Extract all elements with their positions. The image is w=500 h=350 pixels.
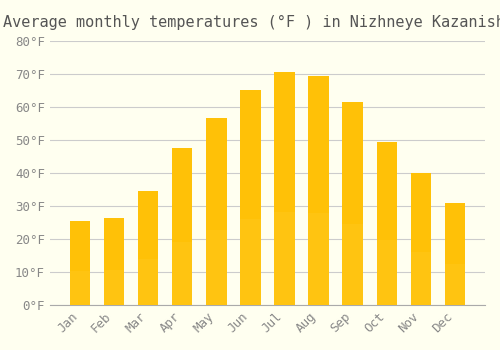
Bar (206, 119, 227, 305)
Title: Average monthly temperatures (°F ) in Nizhneye Kazanishche: Average monthly temperatures (°F ) in Ni… (3, 15, 500, 30)
Bar (104, 218, 124, 305)
Bar (206, 230, 227, 305)
Bar (308, 76, 329, 305)
Bar (104, 270, 124, 305)
Bar (445, 203, 465, 305)
Bar (445, 264, 465, 305)
Bar (240, 90, 260, 305)
Bar (104, 218, 124, 305)
Bar (342, 102, 363, 305)
Bar (410, 252, 431, 305)
Bar (138, 259, 158, 305)
Bar (138, 191, 158, 305)
Bar (240, 219, 260, 305)
Bar (342, 102, 363, 305)
Bar (376, 240, 397, 305)
Bar (274, 72, 294, 305)
Bar (206, 119, 227, 305)
Bar (172, 242, 193, 305)
Bar (172, 148, 193, 305)
Bar (410, 173, 431, 305)
Bar (240, 90, 260, 305)
Bar (410, 173, 431, 305)
Bar (342, 224, 363, 305)
Bar (445, 203, 465, 305)
Bar (376, 142, 397, 305)
Bar (376, 142, 397, 305)
Bar (172, 148, 193, 305)
Bar (274, 212, 294, 305)
Bar (70, 271, 90, 305)
Bar (308, 76, 329, 305)
Bar (308, 213, 329, 305)
Bar (274, 72, 294, 305)
Bar (70, 221, 90, 305)
Bar (70, 221, 90, 305)
Bar (138, 191, 158, 305)
